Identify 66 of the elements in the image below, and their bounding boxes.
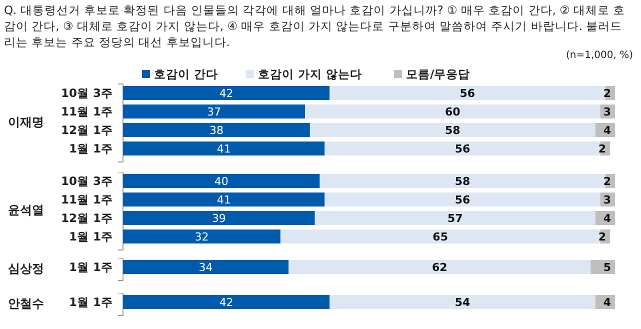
y-tick-label: 12월 1주: [60, 123, 113, 137]
data-label: 38: [209, 124, 224, 137]
data-label: 41: [216, 194, 231, 206]
bar: [123, 174, 320, 188]
y-axis-title: 윤석열: [8, 203, 44, 217]
bar: [330, 86, 606, 100]
legend-label: 호감이 가지 않는다: [258, 67, 362, 81]
data-label: 37: [207, 106, 222, 118]
bar: [324, 142, 600, 156]
data-label: 65: [432, 230, 448, 244]
chart-subtitle: (n=1,000, %): [566, 50, 633, 61]
data-label: 3: [603, 194, 611, 206]
y-tick-label: 1월 1주: [68, 260, 113, 274]
y-tick-label: 11월 1주: [60, 192, 113, 206]
legend-label: 모름/무응답: [406, 67, 470, 81]
y-tick-label: 10월 3주: [60, 86, 113, 100]
y-tick-label: 10월 3주: [60, 174, 113, 188]
data-label: 62: [432, 261, 448, 274]
data-label: 58: [444, 124, 460, 137]
data-label: 54: [454, 296, 470, 309]
data-label: 40: [214, 175, 228, 188]
data-label: 42: [219, 87, 234, 100]
y-axis-title: 심상정: [8, 261, 44, 276]
bar: [123, 230, 280, 244]
bar: [123, 104, 306, 118]
chart-title: Q. 대통령선거 후보로 확정된 다음 인물들의 각각에 대해 얼마나 호감이 가십니까? ① 매우 호감이 간다, ② 대체로 호감이 간다, ③ 대체로 호감이 가지 않는다, ④ 매우 호감이 가지 않는다로 구분하여 말씀하여 주시기 바랍니다. 불러드리는 후보는 주요 정당의 대선 후보입니다.: [4, 2, 626, 50]
data-label: 2: [598, 142, 606, 156]
bar: [280, 230, 600, 244]
data-label: 32: [194, 230, 209, 244]
data-label: 39: [212, 212, 226, 225]
bar: [123, 123, 310, 137]
y-tick-label: 1월 1주: [68, 142, 113, 156]
모름/무응답: 2 3 4 2: [595, 86, 615, 156]
bar: [324, 192, 600, 206]
bar: [305, 104, 600, 118]
bar: [123, 211, 315, 225]
bar: [320, 174, 606, 188]
data-label: 34: [198, 261, 213, 274]
data-label: 56: [454, 142, 470, 156]
data-label: 2: [603, 87, 611, 100]
data-label: 4: [603, 212, 612, 225]
data-label: 42: [219, 296, 234, 309]
bar: [314, 211, 596, 225]
y-tick-label: 11월 1주: [60, 104, 113, 118]
y-axis-title: 안철수: [8, 296, 44, 310]
bar: [123, 86, 330, 100]
bar: [310, 123, 596, 137]
data-label: 2: [598, 230, 606, 244]
data-label: 60: [444, 106, 461, 118]
data-label: 57: [447, 212, 463, 225]
data-label: 5: [603, 261, 611, 274]
data-label: 56: [460, 87, 476, 100]
y-axis-title: 이재명: [8, 115, 44, 129]
bar: [123, 142, 325, 156]
data-label: 56: [454, 194, 470, 206]
data-label: 41: [216, 142, 231, 156]
data-label: 3: [603, 106, 611, 118]
y-tick-label: 1월 1주: [68, 295, 113, 309]
data-label: 4: [603, 124, 612, 137]
data-label: 4: [603, 296, 612, 309]
data-label: 58: [454, 175, 470, 188]
data-label: 2: [603, 175, 611, 188]
y-tick-label: 12월 1주: [60, 211, 113, 225]
legend-label: 호감이 간다: [154, 67, 218, 81]
bar: [123, 192, 325, 206]
y-tick-label: 1월 1주: [68, 230, 113, 244]
